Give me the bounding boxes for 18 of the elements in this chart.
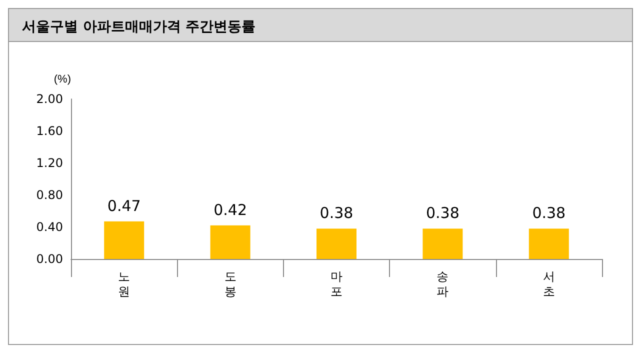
data-label: 0.42 bbox=[214, 200, 248, 219]
y-tick-label: 1.60 bbox=[36, 124, 63, 138]
data-label: 0.47 bbox=[107, 196, 141, 215]
y-axis-title: (%) bbox=[54, 74, 71, 86]
y-tick-label: 0.40 bbox=[36, 220, 63, 234]
data-label: 0.38 bbox=[426, 204, 460, 222]
x-tick-label: 도봉 bbox=[224, 270, 236, 298]
x-tick-label: 노원 bbox=[118, 270, 130, 298]
x-tick-label: 마포 bbox=[330, 270, 342, 298]
x-tick-label: 송파 bbox=[436, 270, 449, 298]
data-label: 0.38 bbox=[532, 204, 566, 222]
y-tick-label: 0.00 bbox=[36, 252, 63, 266]
y-tick-label: 0.80 bbox=[36, 188, 63, 202]
x-tick-label: 서초 bbox=[542, 270, 555, 298]
y-tick-label: 2.00 bbox=[36, 92, 63, 106]
chart-title: 서울구별 아파트매매가격 주간변동률 bbox=[22, 19, 256, 35]
y-tick-label: 1.20 bbox=[36, 156, 63, 170]
data-label: 0.38 bbox=[320, 204, 354, 222]
